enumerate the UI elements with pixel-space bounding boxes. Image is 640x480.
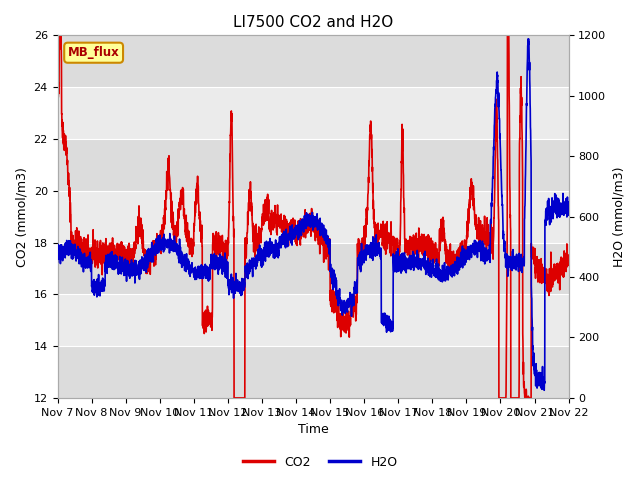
H2O	[250, 261, 257, 267]
CO2	[112, 253, 120, 259]
Title: LI7500 CO2 and H2O: LI7500 CO2 and H2O	[233, 15, 393, 30]
Bar	[58, 346, 568, 398]
Y-axis label: H2O (mmol/m3): H2O (mmol/m3)	[612, 167, 625, 267]
CO2	[500, 395, 508, 401]
Bar	[58, 87, 568, 139]
Legend: CO2, H2O: CO2, H2O	[237, 451, 403, 474]
Line: H2O: H2O	[58, 39, 568, 390]
H2O	[142, 256, 150, 262]
CO2	[272, 213, 280, 219]
X-axis label: Time: Time	[298, 423, 328, 436]
H2O	[564, 200, 572, 206]
CO2	[230, 395, 238, 401]
CO2	[564, 255, 572, 261]
CO2	[555, 264, 563, 270]
Bar	[58, 242, 568, 294]
Y-axis label: CO2 (mmol/m3): CO2 (mmol/m3)	[15, 167, 28, 266]
H2O	[540, 387, 548, 393]
H2O	[555, 198, 563, 204]
Bar	[58, 36, 568, 87]
CO2	[56, 33, 63, 38]
Bar	[58, 139, 568, 191]
Bar	[58, 191, 568, 242]
Bar	[58, 294, 568, 346]
CO2	[143, 256, 150, 262]
Line: CO2: CO2	[58, 36, 568, 398]
H2O	[112, 265, 120, 271]
H2O	[54, 259, 61, 265]
Text: MB_flux: MB_flux	[68, 46, 120, 59]
H2O	[272, 237, 280, 243]
H2O	[525, 36, 532, 42]
CO2	[250, 240, 258, 246]
H2O	[500, 232, 508, 238]
CO2	[54, 96, 61, 101]
